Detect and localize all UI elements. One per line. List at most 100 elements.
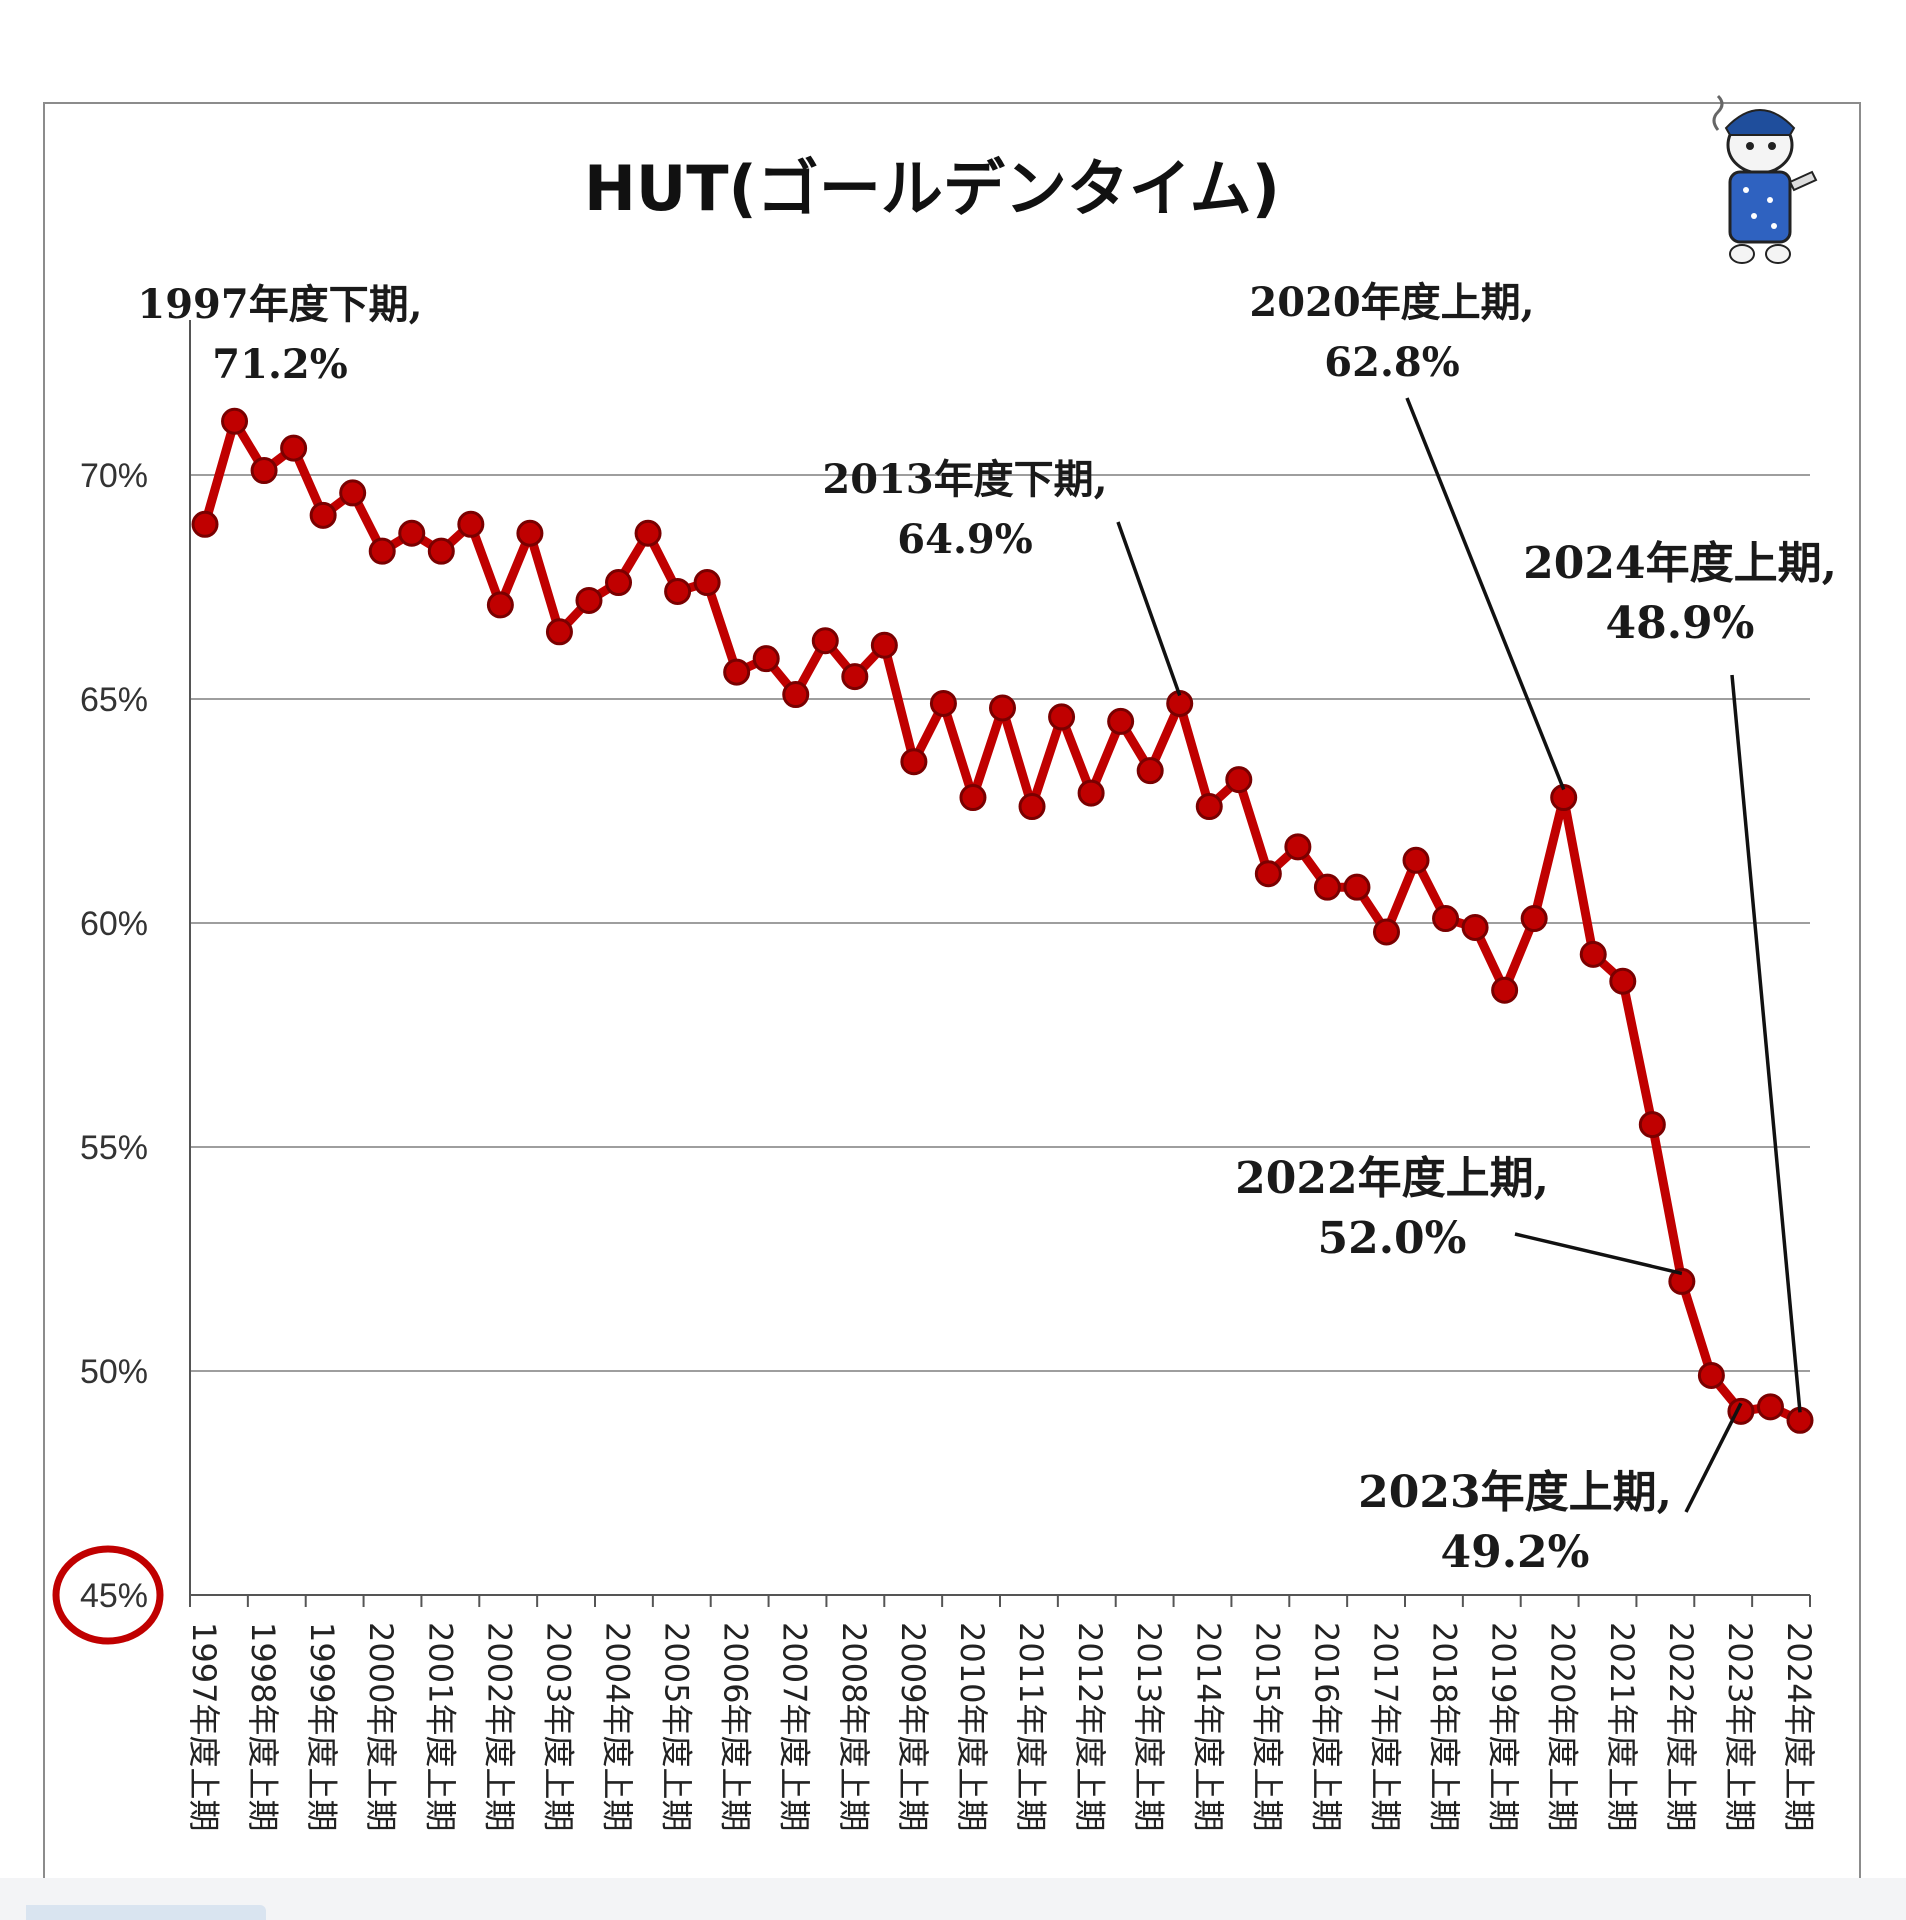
bottom-thumbnail xyxy=(26,1905,266,1920)
y-tick-label: 50% xyxy=(80,1353,148,1391)
annotation-label: 1997年度下期, xyxy=(137,281,422,328)
data-point xyxy=(929,689,957,717)
x-tick-label: 2010年度上期 xyxy=(953,1622,991,1831)
x-tick-label: 2016年度上期 xyxy=(1307,1622,1345,1831)
x-tick-label: 2024年度上期 xyxy=(1780,1622,1818,1831)
data-point xyxy=(1225,766,1253,794)
chart-title: HUT(ゴールデンタイム) xyxy=(584,152,1280,225)
series-point-layer xyxy=(191,407,1814,1434)
annotation-value: 48.9% xyxy=(1606,598,1755,649)
data-point xyxy=(545,618,573,646)
data-point xyxy=(221,407,249,435)
x-tick-label: 2001年度上期 xyxy=(421,1622,459,1831)
y-tick-label: 60% xyxy=(80,905,148,943)
y-tick-label: 45% xyxy=(80,1577,148,1615)
x-tick-label: 2020年度上期 xyxy=(1544,1622,1582,1831)
data-point xyxy=(1461,913,1489,941)
data-point xyxy=(900,748,928,776)
x-tick-label: 2004年度上期 xyxy=(599,1622,637,1831)
data-point xyxy=(870,631,898,659)
annotation-leader xyxy=(1684,1402,1743,1513)
x-tick-label: 2000年度上期 xyxy=(362,1622,400,1831)
annotation-leader xyxy=(1730,674,1802,1413)
y-tick-labels: 45% 50% 55% 60% 65% 70% xyxy=(52,457,164,1645)
y-tick-label: 55% xyxy=(80,1129,148,1167)
data-point xyxy=(1107,707,1135,735)
data-point xyxy=(486,591,514,619)
data-point xyxy=(1697,1361,1725,1389)
x-tick-label: 2005年度上期 xyxy=(658,1622,696,1831)
x-tick-label: 1999年度上期 xyxy=(303,1622,341,1831)
x-tick-label: 2023年度上期 xyxy=(1721,1622,1759,1831)
data-point xyxy=(1372,918,1400,946)
axis-layer xyxy=(189,320,1811,1607)
annotation-label: 2024年度上期, xyxy=(1523,538,1837,589)
data-point xyxy=(280,434,308,462)
x-tick-label: 2011年度上期 xyxy=(1012,1622,1050,1831)
x-tick-label: 1997年度上期 xyxy=(185,1622,223,1831)
annotation-leader xyxy=(1405,397,1566,791)
data-point xyxy=(427,537,455,565)
data-point xyxy=(1077,779,1105,807)
x-tick-label: 2018年度上期 xyxy=(1426,1622,1464,1831)
data-point xyxy=(723,658,751,686)
annotation-value: 64.9% xyxy=(897,516,1032,563)
data-point xyxy=(191,510,219,538)
x-tick-label: 2007年度上期 xyxy=(776,1622,814,1831)
annotation-leader xyxy=(1116,521,1182,697)
data-point xyxy=(693,569,721,597)
annotation-label: 2013年度下期, xyxy=(822,456,1107,503)
annotation-layer: 1997年度下期, 71.2% 2013年度下期, 64.9% 2020年度上期, 62.… xyxy=(137,279,1837,1578)
x-tick-label: 2021年度上期 xyxy=(1603,1622,1641,1831)
data-point xyxy=(1402,846,1430,874)
x-tick-labels: 1997年度上期 1998年度上期 1999年度上期 2000年度上期 2001年度上期… xyxy=(185,1622,1818,1831)
data-point xyxy=(1432,905,1460,933)
data-point xyxy=(1195,793,1223,821)
x-tick-label: 2019年度上期 xyxy=(1485,1622,1523,1831)
data-point xyxy=(1638,1111,1666,1139)
grid-layer xyxy=(190,474,1810,1372)
data-point xyxy=(1756,1393,1784,1421)
x-tick-label: 2012年度上期 xyxy=(1071,1622,1109,1831)
data-point xyxy=(398,519,426,547)
y-tick-label: 65% xyxy=(80,681,148,719)
x-tick-label: 2013年度上期 xyxy=(1130,1622,1168,1831)
annotation-label: 2023年度上期, xyxy=(1358,1467,1672,1518)
data-point xyxy=(1609,967,1637,995)
annotation-value: 49.2% xyxy=(1441,1527,1590,1578)
data-point xyxy=(1343,873,1371,901)
x-tick-label: 2002年度上期 xyxy=(480,1622,518,1831)
chart-frame xyxy=(43,102,1861,1902)
y-tick-label: 70% xyxy=(80,457,148,495)
highlight-circle xyxy=(52,1545,164,1645)
data-point xyxy=(752,645,780,673)
data-point xyxy=(1579,940,1607,968)
x-tick-label: 1998年度上期 xyxy=(244,1622,282,1831)
x-tick-label: 2014年度上期 xyxy=(1189,1622,1227,1831)
data-point xyxy=(841,663,869,691)
mascot-logo xyxy=(1712,94,1818,264)
annotation-label: 2020年度上期, xyxy=(1249,279,1534,326)
data-point xyxy=(1520,905,1548,933)
data-point xyxy=(664,577,692,605)
data-point xyxy=(309,501,337,529)
data-point xyxy=(1313,873,1341,901)
annotation-value: 71.2% xyxy=(212,341,347,388)
data-point xyxy=(457,510,485,538)
annotation-label: 2022年度上期, xyxy=(1235,1153,1549,1204)
data-point xyxy=(1491,976,1519,1004)
data-point xyxy=(516,519,544,547)
data-point xyxy=(811,627,839,655)
data-point xyxy=(605,569,633,597)
x-tick-label: 2008年度上期 xyxy=(835,1622,873,1831)
data-point xyxy=(1048,703,1076,731)
data-point xyxy=(339,479,367,507)
data-point xyxy=(989,694,1016,722)
data-point xyxy=(959,784,987,812)
annotation-value: 52.0% xyxy=(1318,1213,1467,1264)
x-tick-label: 2006年度上期 xyxy=(717,1622,755,1831)
data-point xyxy=(1668,1267,1696,1295)
data-point xyxy=(782,681,810,709)
data-point xyxy=(575,586,603,614)
